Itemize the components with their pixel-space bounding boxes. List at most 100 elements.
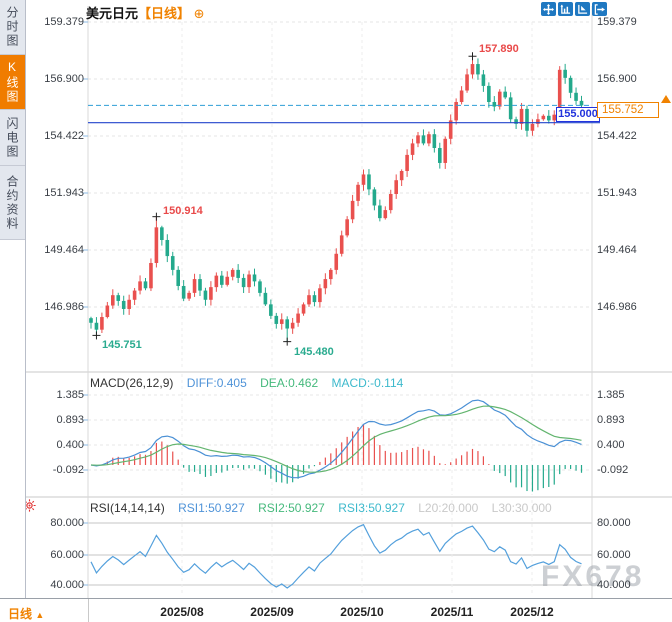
y-axis-label: -0.092 [52, 464, 84, 476]
sidebar-item-time-chart[interactable]: 分时图 [0, 0, 25, 55]
macd-diff-value: DIFF:0.405 [186, 376, 247, 390]
y-axis-label: 149.464 [44, 244, 84, 256]
circle-plus-icon[interactable]: ⊕ [193, 6, 205, 21]
candle-body [143, 281, 148, 289]
candle-body [399, 170, 404, 181]
candle-body [547, 115, 551, 121]
candle-body [356, 184, 360, 201]
sidebar-item-kline-chart[interactable]: K线图 [0, 55, 25, 110]
y-axis-label: 40.000 [597, 579, 631, 591]
sidebar-item-flash-chart[interactable]: 闪电图 [0, 110, 25, 166]
candle-body [181, 285, 186, 299]
exit-right-icon[interactable] [592, 2, 607, 16]
price-level-label: 155.000 [556, 107, 600, 122]
current-price-label: 155.752 [597, 102, 659, 118]
candle-body [416, 135, 420, 144]
rsi-name: RSI(14,14,14) [90, 501, 165, 515]
axis-zoom-icon[interactable] [558, 2, 573, 16]
rsi1-value: RSI1:50.927 [178, 501, 245, 515]
y-axis-label: 0.400 [597, 439, 625, 451]
candle-body [149, 262, 153, 289]
candle-body [421, 135, 426, 144]
sidebar-item-contract-info[interactable]: 合约资料 [0, 166, 25, 240]
candle-body [121, 300, 126, 309]
timeframe-selector-label: 日线 [8, 607, 33, 621]
candle-body [111, 295, 115, 306]
candle-body [323, 279, 328, 289]
x-axis-label: 2025/10 [340, 605, 384, 619]
candle-body [394, 180, 398, 194]
y-axis-label: 0.400 [56, 439, 84, 451]
candle-body [269, 304, 273, 316]
candle-body [192, 279, 197, 293]
candle-body [138, 281, 142, 291]
candle-body [252, 274, 257, 282]
y-axis-label: 60.000 [50, 549, 84, 561]
candle-body [497, 91, 502, 107]
y-axis-label: -0.092 [597, 464, 629, 476]
candle-body [350, 200, 355, 220]
rsi-indicator-row[interactable]: RSI(14,14,14) RSI1:50.927 RSI2:50.927 RS… [90, 501, 562, 515]
candle-body [263, 292, 268, 305]
candle-body [427, 134, 431, 144]
candle-body [481, 74, 486, 86]
timeframe-label: 【日线】 [138, 6, 191, 21]
rsi3-value: RSI3:50.927 [338, 501, 405, 515]
macd-indicator-row[interactable]: MACD(26,12,9) DIFF:0.405 DEA:0.462 MACD:… [90, 376, 413, 390]
annotation-low-145751: 145.751 [102, 339, 142, 351]
candle-body [290, 322, 295, 329]
candle-body [525, 108, 529, 131]
move-icon[interactable] [541, 2, 556, 16]
candle-body [258, 281, 262, 293]
candle-body [574, 92, 578, 101]
annotation-low-145480: 145.480 [294, 346, 334, 358]
y-axis-label: 1.385 [597, 389, 625, 401]
candle-body [568, 77, 573, 93]
timeframe-selector[interactable]: 日线 ▲ [8, 605, 44, 622]
datebar-divider [88, 599, 89, 622]
macd-dea-line [90, 405, 582, 473]
candle-body [154, 227, 159, 263]
candle-body [160, 227, 164, 240]
candle-body [345, 219, 349, 236]
candle-body [492, 102, 497, 107]
candle-body [361, 174, 366, 185]
y-axis-label: 80.000 [597, 517, 631, 529]
chart-title: 美元日元【日线】 ⊕ [86, 3, 205, 22]
y-axis-label: 154.422 [597, 130, 637, 142]
candle-body [405, 154, 409, 171]
chart-toolbar [541, 2, 607, 16]
macd-diff-line [90, 399, 582, 479]
candle-body [432, 134, 437, 148]
rsi-l30-value: L30:30.000 [491, 501, 552, 515]
candle-body [225, 276, 230, 285]
candle-body [519, 108, 524, 124]
candle-body [372, 189, 377, 206]
x-axis-label: 2025/12 [510, 605, 554, 619]
candle-body [530, 123, 535, 131]
candle-body [367, 174, 371, 190]
candle-body [329, 269, 333, 280]
candle-body [170, 256, 175, 270]
y-axis-label: 146.986 [44, 301, 84, 313]
candle-body [132, 290, 137, 300]
candle-body [312, 295, 317, 303]
candle-body [198, 279, 202, 291]
candle-body [285, 319, 289, 329]
candle-body [465, 74, 469, 91]
candle-body [476, 64, 480, 75]
candle-body [487, 85, 491, 103]
y-axis-label: 159.379 [597, 16, 637, 28]
candle-body [236, 269, 240, 278]
date-axis-bar: 日线 ▲ 2025/08 2025/09 2025/10 2025/11 202… [0, 598, 672, 622]
candle-body [443, 138, 448, 163]
axis-flag-icon[interactable] [575, 2, 590, 16]
macd-dea-value: DEA:0.462 [260, 376, 319, 390]
macd-name: MACD(26,12,9) [90, 376, 174, 390]
candle-body [301, 304, 306, 314]
y-axis-label: 60.000 [597, 549, 631, 561]
candle-body [541, 115, 546, 120]
y-axis-label: 156.900 [597, 73, 637, 85]
